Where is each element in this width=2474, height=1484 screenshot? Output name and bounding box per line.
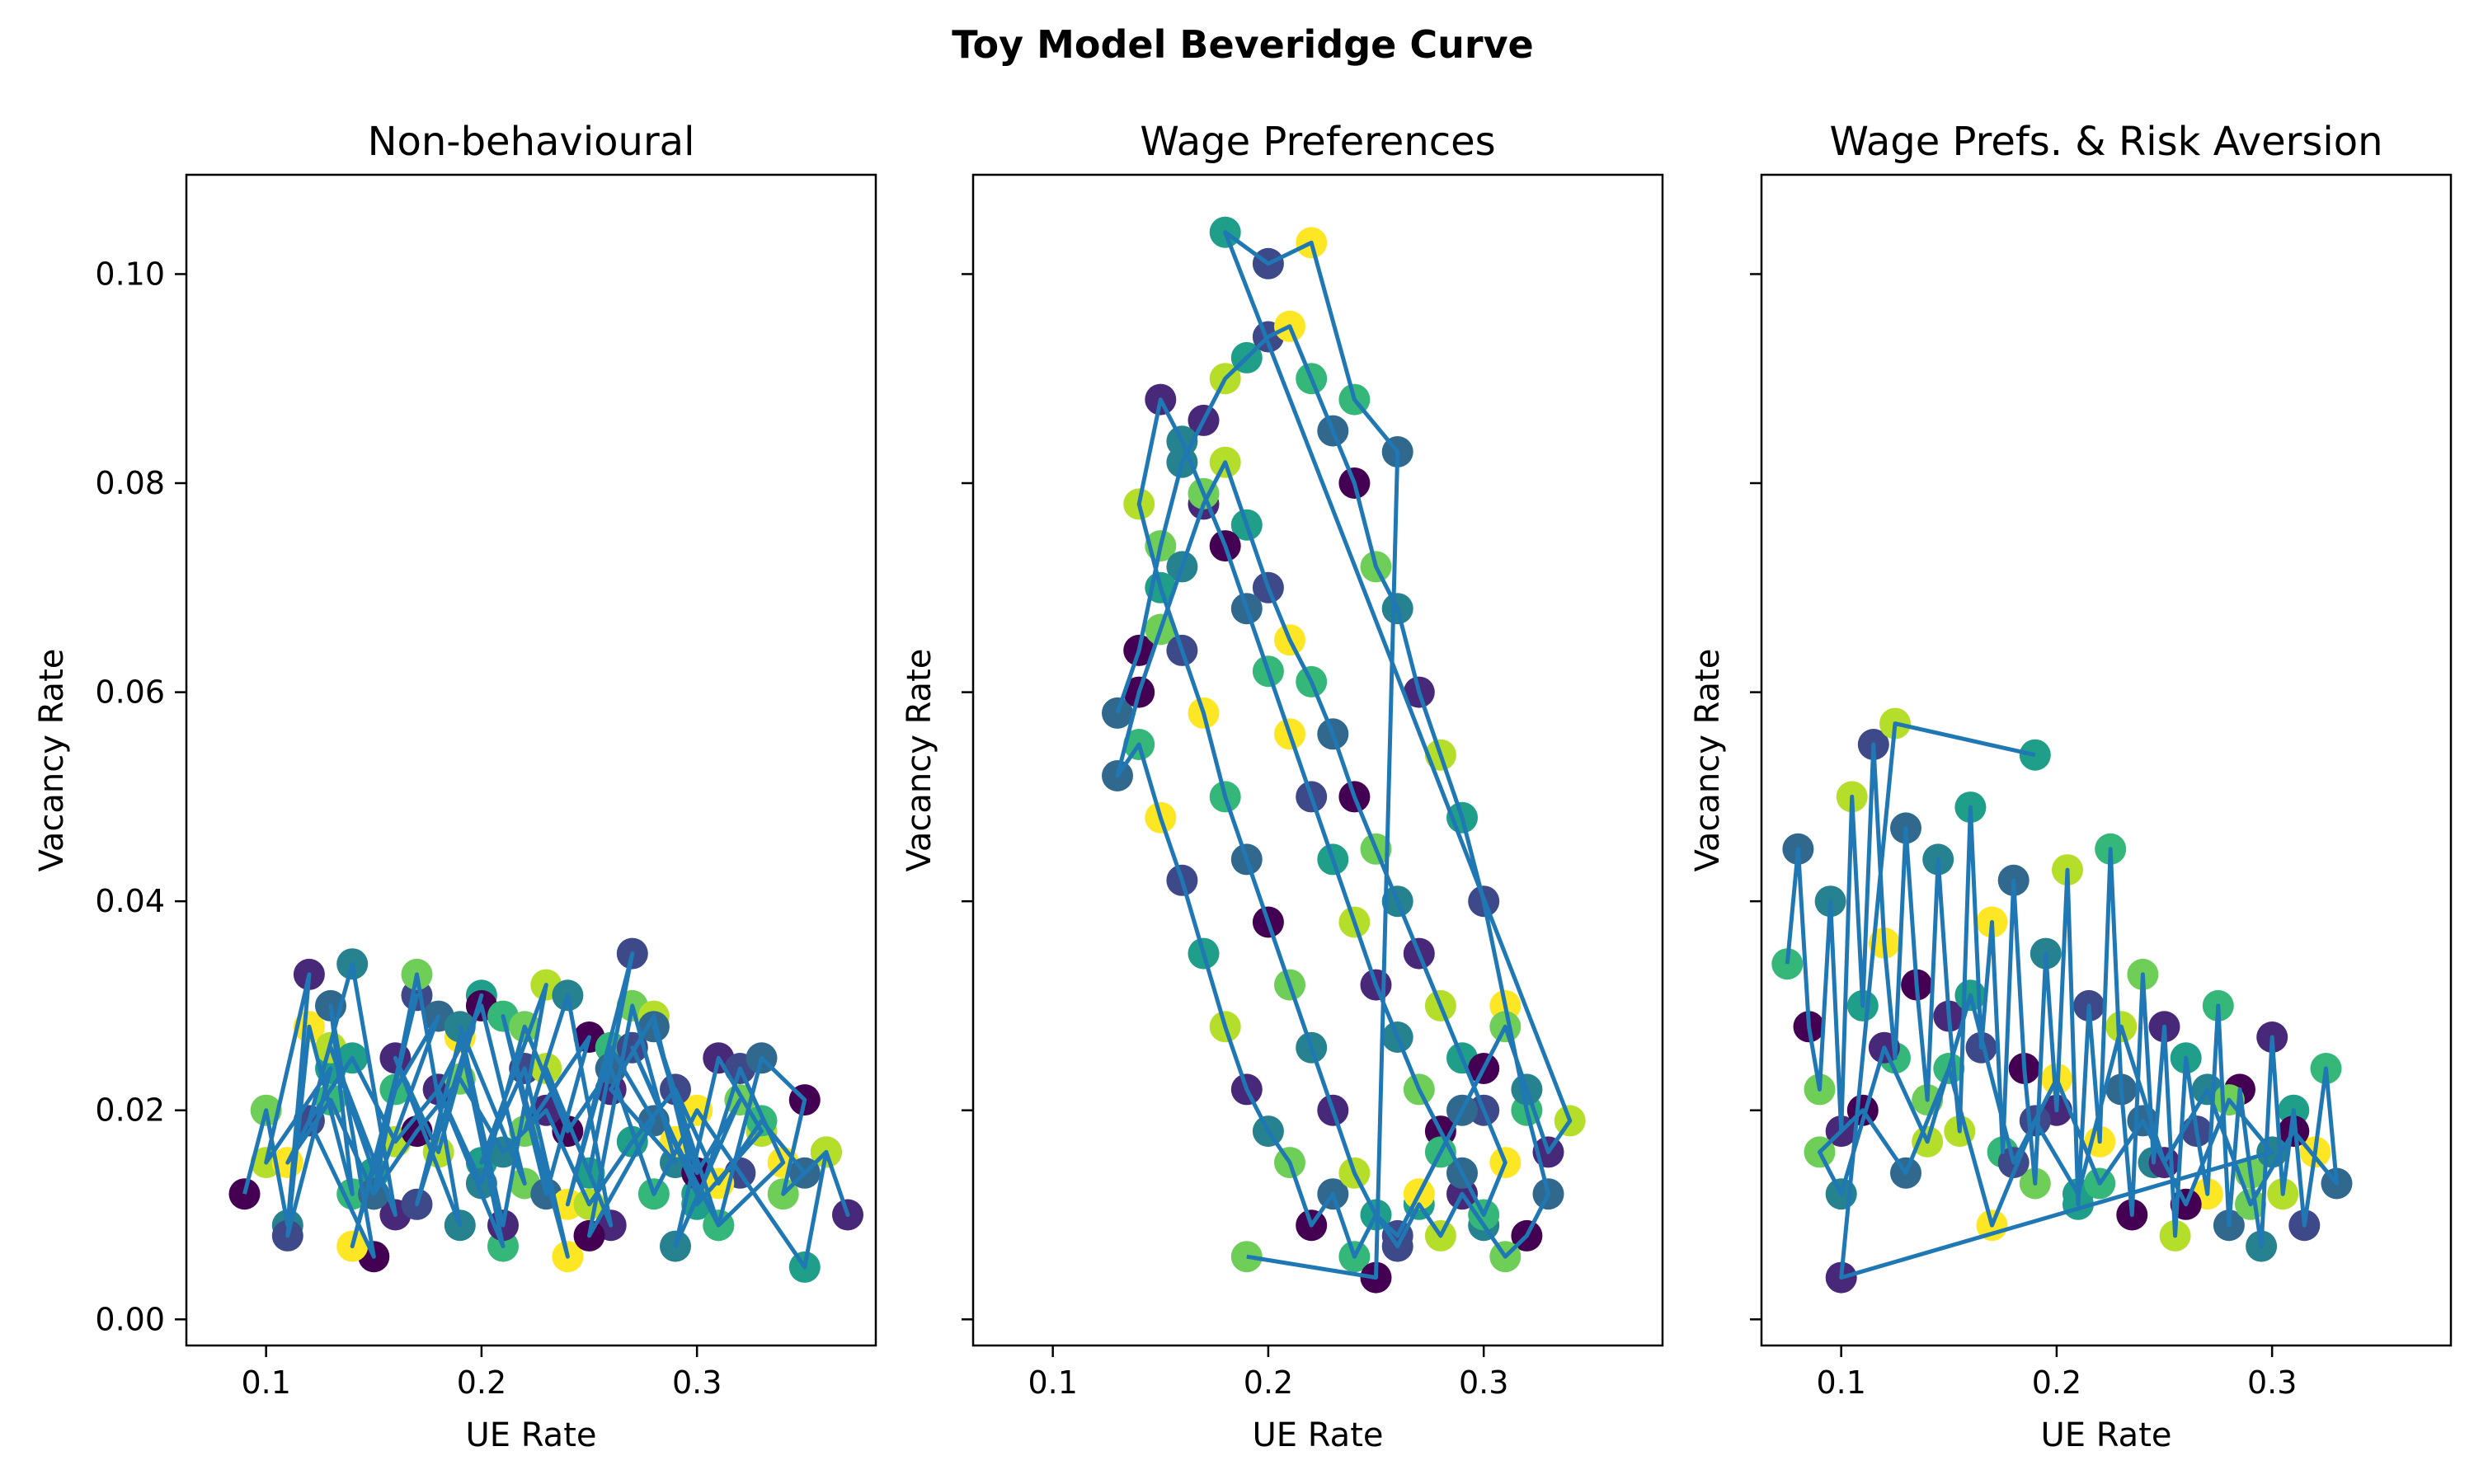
x-axis-label: UE Rate	[1253, 1416, 1384, 1454]
subplot-title: Non-behavioural	[368, 119, 695, 165]
x-tick-label: 0.1	[241, 1364, 290, 1401]
y-tick-label: 0.04	[95, 883, 165, 919]
axes-frame	[185, 173, 877, 1347]
y-tick-label: 0.08	[95, 465, 165, 501]
x-axis-label: UE Rate	[2041, 1416, 2172, 1454]
x-tick-label: 0.3	[672, 1364, 722, 1401]
y-axis-label: Vacancy Rate	[33, 649, 71, 872]
x-tick-label: 0.2	[457, 1364, 506, 1401]
subplot-title: Wage Prefs. & Risk Aversion	[1829, 119, 2382, 165]
x-tick-label: 0.3	[2247, 1364, 2297, 1401]
y-axis-label: Vacancy Rate	[1689, 649, 1727, 872]
series-line	[1115, 230, 1573, 1280]
x-tick-label: 0.2	[2032, 1364, 2081, 1401]
axes-frame	[1760, 173, 2453, 1347]
y-tick-label: 0.10	[95, 256, 165, 292]
x-tick-label: 0.1	[1028, 1364, 1077, 1401]
y-tick-label: 0.02	[95, 1092, 165, 1129]
x-tick-label: 0.3	[1459, 1364, 1508, 1401]
axes-frame	[971, 173, 1664, 1347]
y-tick-label: 0.00	[95, 1301, 165, 1337]
figure-suptitle: Toy Model Beveridge Curve	[952, 22, 1534, 67]
y-tick-label: 0.06	[95, 674, 165, 711]
subplot-3: Wage Prefs. & Risk Aversion 0.1 0.2 0.3 UE R…	[1689, 119, 2453, 1454]
subplot-title: Wage Preferences	[1140, 119, 1495, 165]
series-line	[1785, 721, 2339, 1280]
x-tick-label: 0.2	[1244, 1364, 1293, 1401]
subplot-1: Non-behavioural 0.1 0.2 0.3 0.00 0.02 0.04 0.06…	[33, 119, 877, 1454]
x-axis-label: UE Rate	[466, 1416, 597, 1454]
series-line	[242, 951, 850, 1270]
subplot-2: Wage Preferences 0.1 0.2 0.3 UE Rate Vacancy …	[901, 119, 1664, 1454]
subplots: Non-behavioural 0.1 0.2 0.3 0.00 0.02 0.04 0.06…	[33, 119, 2453, 1454]
y-axis-label: Vacancy Rate	[901, 649, 938, 872]
x-tick-label: 0.1	[1816, 1364, 1865, 1401]
